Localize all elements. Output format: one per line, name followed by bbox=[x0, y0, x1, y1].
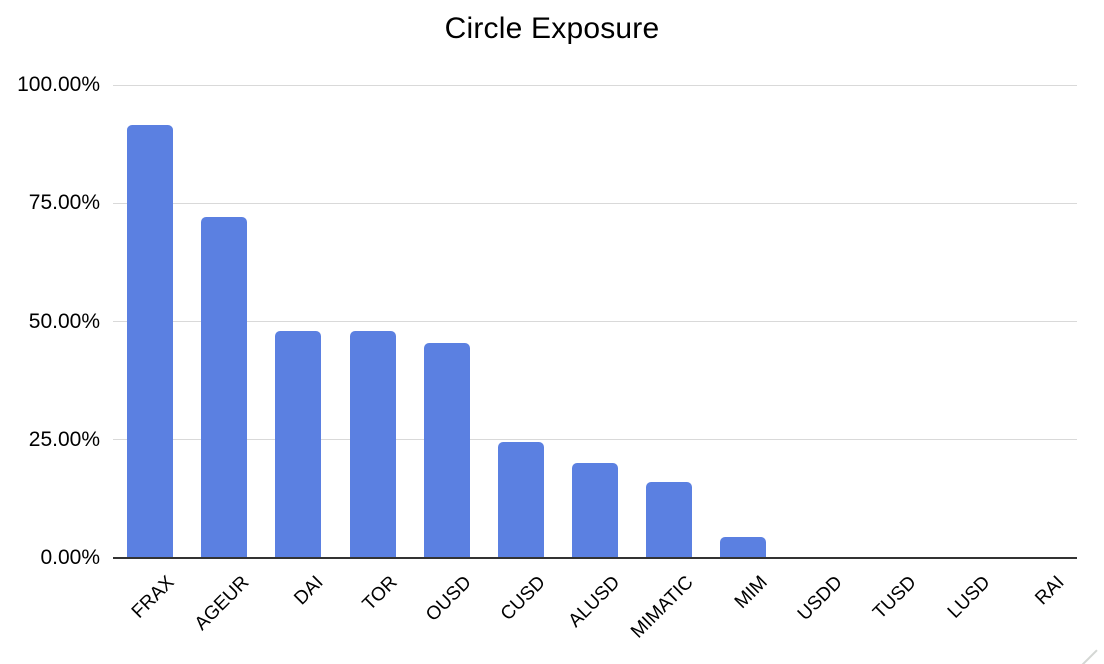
bar-frax bbox=[127, 125, 174, 558]
bar-slot bbox=[632, 85, 706, 558]
bar-slot bbox=[113, 85, 187, 558]
y-axis: 0.00% 25.00% 50.00% 75.00% 100.00% bbox=[0, 73, 100, 569]
bar-slot bbox=[261, 85, 335, 558]
bar-mim bbox=[720, 536, 767, 558]
x-tick-label: MIMATIC bbox=[627, 572, 699, 643]
x-tick-label: ALUSD bbox=[564, 572, 624, 632]
bar-ageur bbox=[201, 217, 248, 558]
x-tick-label: TUSD bbox=[869, 572, 921, 624]
bar-slot bbox=[1003, 85, 1077, 558]
y-tick-label: 75.00% bbox=[28, 191, 100, 215]
x-tick-label: TOR bbox=[358, 572, 402, 615]
chart-title: Circle Exposure bbox=[444, 12, 660, 45]
bar-slot bbox=[558, 85, 632, 558]
y-tick-label: 100.00% bbox=[17, 73, 100, 96]
x-tick-label: RAI bbox=[1031, 572, 1069, 610]
bar-cusd bbox=[497, 442, 544, 558]
gridline bbox=[113, 321, 1077, 322]
gridline bbox=[113, 84, 1077, 86]
bar-dai bbox=[275, 330, 322, 558]
bars-layer bbox=[113, 85, 1077, 558]
x-tick-label: DAI bbox=[289, 572, 328, 610]
bar-slot bbox=[187, 85, 261, 558]
resize-handle-artifact bbox=[1080, 648, 1098, 664]
x-tick-label: FRAX bbox=[128, 572, 179, 623]
gridline bbox=[113, 202, 1077, 204]
x-tick-label: CUSD bbox=[496, 572, 550, 625]
x-tick-label: LUSD bbox=[943, 572, 995, 623]
x-tick-label: USDD bbox=[793, 572, 847, 625]
x-axis: FRAX AGEUR DAI TOR OUSD CUSD ALUSD MIMATIC MIM US… bbox=[113, 558, 1077, 664]
x-tick-label: OUSD bbox=[421, 572, 476, 626]
bar-slot bbox=[484, 85, 558, 558]
bar-tor bbox=[349, 330, 396, 558]
gridline bbox=[113, 439, 1077, 441]
bar-slot bbox=[929, 85, 1003, 558]
bar-alusd bbox=[572, 463, 619, 558]
bar-slot bbox=[410, 85, 484, 558]
plot-area bbox=[113, 84, 1077, 558]
bar-slot bbox=[780, 85, 854, 558]
x-tick-label: MIM bbox=[731, 572, 773, 613]
y-tick-label: 0.00% bbox=[40, 546, 100, 569]
y-tick-label: 50.00% bbox=[28, 309, 100, 333]
bar-slot bbox=[706, 85, 780, 558]
x-tick-label: AGEUR bbox=[190, 572, 254, 635]
y-tick-label: 25.00% bbox=[28, 427, 100, 451]
bar-mimatic bbox=[646, 482, 693, 558]
bar-ousd bbox=[423, 342, 470, 558]
bar-slot bbox=[855, 85, 929, 558]
x-axis-baseline bbox=[113, 557, 1077, 559]
bar-slot bbox=[335, 85, 409, 558]
